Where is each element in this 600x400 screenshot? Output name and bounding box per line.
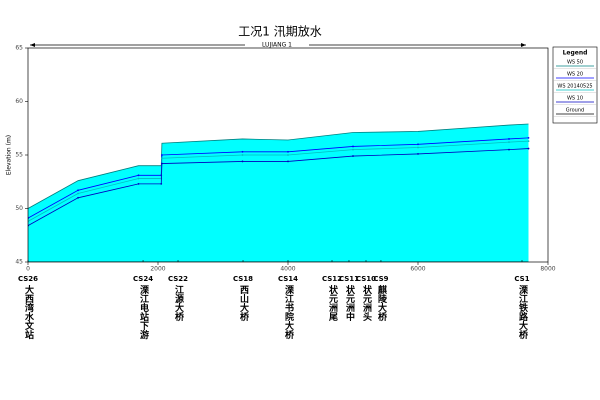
series-marker	[287, 154, 289, 156]
series-marker	[161, 157, 163, 160]
series-marker	[241, 160, 244, 163]
legend-label: WS 20	[567, 72, 583, 78]
series-marker	[241, 154, 244, 156]
chart-title: 工况1 汛期放水	[238, 24, 321, 39]
series-marker	[352, 148, 354, 151]
section-label: 溧江电站下游	[138, 284, 149, 340]
section-name: CS24	[133, 275, 153, 283]
reach-label-bg	[245, 41, 309, 49]
series-marker	[137, 174, 140, 177]
series-marker	[527, 147, 530, 150]
reach-label: LUJIANG 1	[262, 42, 292, 49]
section-name: CS14	[278, 275, 298, 283]
y-tick-label: 45	[15, 259, 23, 266]
series-marker	[527, 140, 530, 142]
series-marker	[527, 136, 530, 139]
section-label: 江源大桥	[173, 284, 184, 322]
series-marker	[508, 141, 510, 144]
series-marker	[417, 143, 419, 146]
section-label: 麒陵大桥	[376, 284, 387, 322]
x-tick-label: 2000	[150, 266, 165, 273]
section-name: CS9	[373, 275, 388, 283]
legend: Legend WS 50 WS 20 WS 20140525 WS 10 Ground	[552, 46, 598, 124]
series-marker	[161, 154, 163, 156]
section-name: CS10	[356, 275, 376, 283]
x-tick-label: 8000	[540, 266, 555, 273]
section-label: 状元洲头	[361, 284, 372, 322]
series-marker	[137, 177, 140, 180]
section-name: CS11	[339, 275, 359, 283]
x-tick-label: 4000	[280, 266, 295, 273]
series-marker	[417, 146, 419, 149]
water-area	[28, 123, 529, 262]
series-marker	[77, 192, 79, 195]
legend-box	[552, 46, 598, 124]
series-marker	[161, 162, 163, 165]
y-tick-label: 50	[15, 205, 23, 212]
legend-label: WS 20140525	[557, 84, 592, 90]
series-marker	[77, 189, 79, 192]
section-label: 状元洲中	[344, 284, 355, 322]
plot-area	[28, 123, 530, 262]
section-name: CS26	[18, 275, 38, 283]
series-marker	[417, 153, 419, 155]
section-label: 状元洲尾	[327, 284, 339, 322]
series-marker	[160, 182, 163, 185]
section-name: CS12	[322, 275, 342, 283]
x-tick-label: 0	[26, 266, 30, 273]
section-label: 大西湾水文站	[23, 284, 35, 340]
section-name: CS22	[168, 275, 188, 283]
series-marker	[287, 160, 289, 163]
series-marker	[352, 145, 354, 148]
section-label: 西山大桥	[238, 285, 249, 322]
x-tick-label: 6000	[410, 266, 425, 273]
legend-label: WS 10	[567, 96, 583, 102]
section-name: CS18	[233, 275, 253, 283]
y-tick-label: 60	[15, 98, 23, 105]
series-marker	[77, 196, 79, 199]
series-line	[28, 123, 529, 209]
section-label: 溧江铁路大桥	[517, 284, 528, 340]
section-label: 溧江书院大桥	[283, 284, 294, 340]
series-marker	[508, 138, 510, 140]
y-tick-label: 65	[15, 45, 23, 52]
section-name: CS1	[514, 275, 529, 283]
y-tick-label: 55	[15, 152, 23, 159]
series-marker	[241, 150, 244, 153]
series-marker	[137, 182, 140, 185]
y-axis-label: Elevation (m)	[6, 135, 13, 175]
series-marker	[508, 148, 510, 151]
series-marker	[352, 155, 354, 157]
series-marker	[287, 150, 289, 153]
legend-title: Legend	[563, 50, 588, 57]
legend-label: WS 50	[567, 60, 583, 66]
legend-label: Ground	[566, 108, 584, 114]
